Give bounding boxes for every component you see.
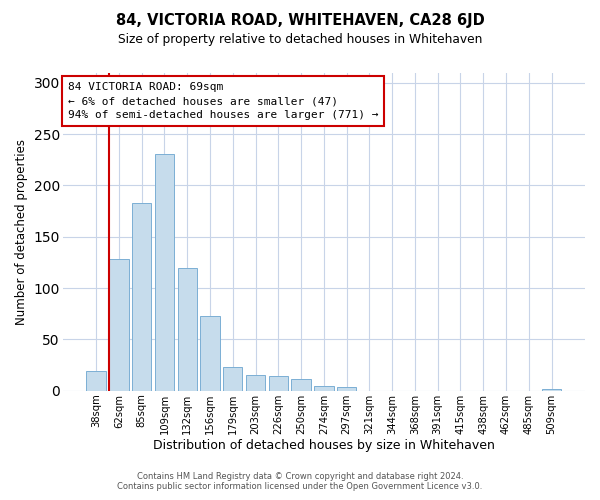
Bar [542,388,561,391]
X-axis label: Distribution of detached houses by size in Whitehaven: Distribution of detached houses by size … [153,440,495,452]
Bar [132,203,151,391]
Bar [314,386,334,391]
Bar [86,372,106,391]
Bar [269,376,288,391]
Text: 84, VICTORIA ROAD, WHITEHAVEN, CA28 6JD: 84, VICTORIA ROAD, WHITEHAVEN, CA28 6JD [116,12,484,28]
Bar [292,380,311,391]
Bar [178,268,197,391]
Text: Size of property relative to detached houses in Whitehaven: Size of property relative to detached ho… [118,32,482,46]
Text: Contains HM Land Registry data © Crown copyright and database right 2024.: Contains HM Land Registry data © Crown c… [137,472,463,481]
Bar [246,376,265,391]
Bar [337,386,356,391]
Text: 84 VICTORIA ROAD: 69sqm
← 6% of detached houses are smaller (47)
94% of semi-det: 84 VICTORIA ROAD: 69sqm ← 6% of detached… [68,82,379,120]
Text: Contains public sector information licensed under the Open Government Licence v3: Contains public sector information licen… [118,482,482,491]
Bar [223,367,242,391]
Y-axis label: Number of detached properties: Number of detached properties [15,138,28,324]
Bar [109,260,128,391]
Bar [200,316,220,391]
Bar [155,154,174,391]
